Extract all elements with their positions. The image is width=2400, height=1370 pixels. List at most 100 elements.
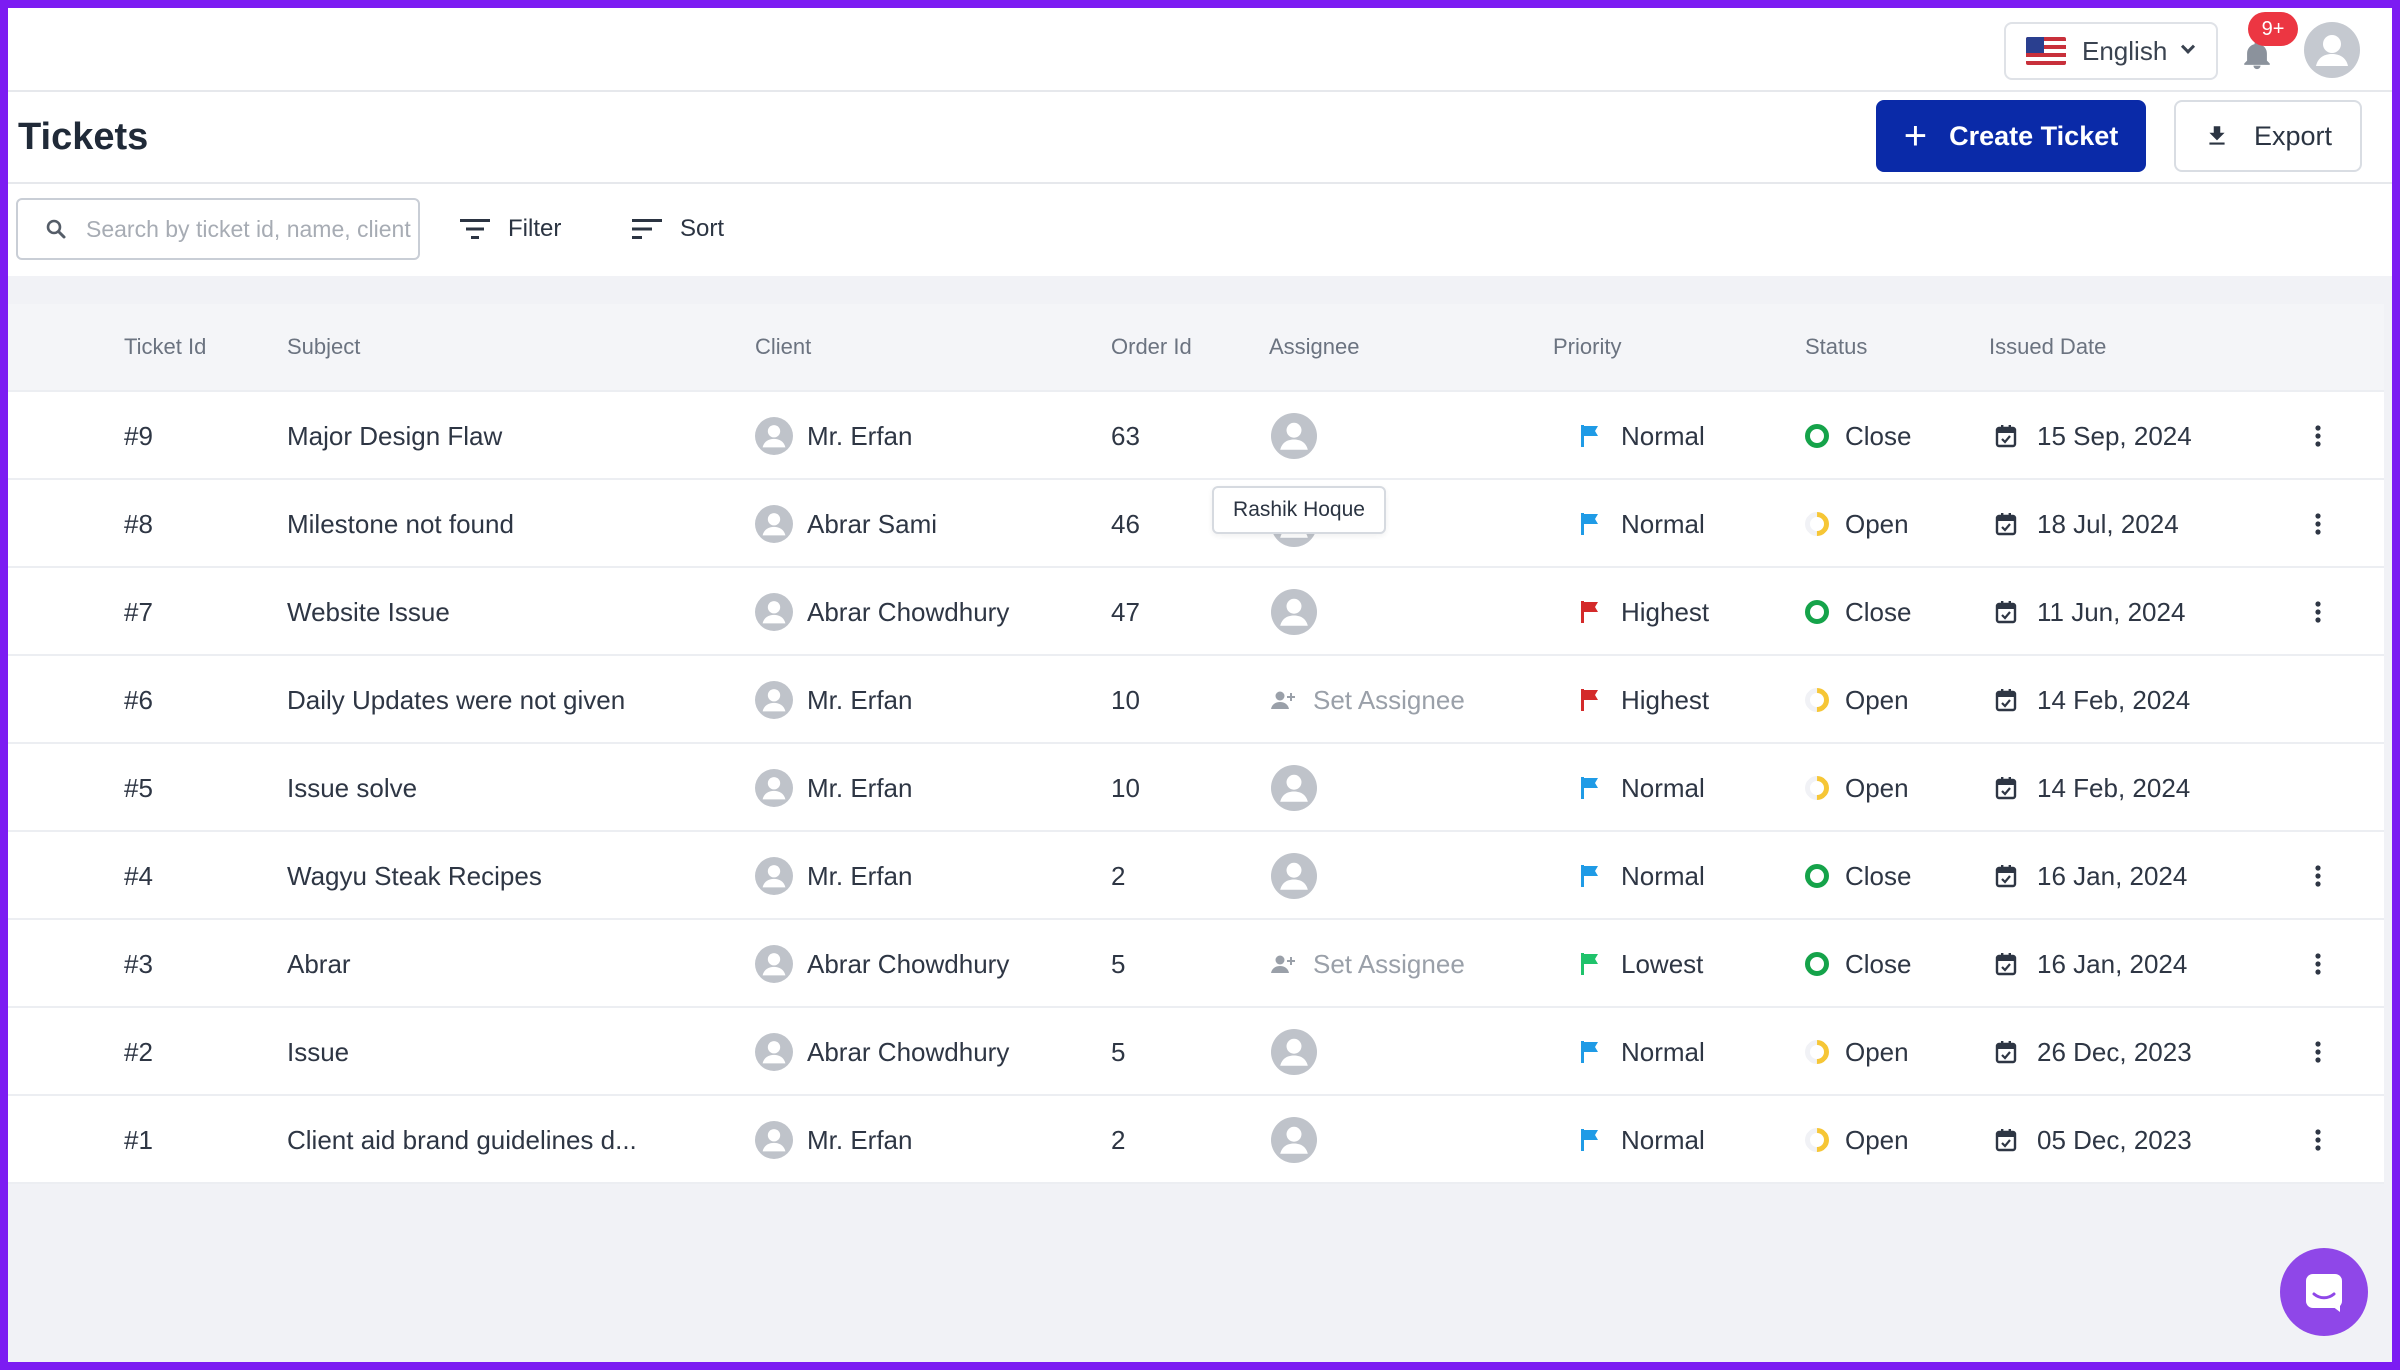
ticket-subject[interactable]: Issue solve (287, 772, 418, 803)
priority-cell[interactable]: Normal (1581, 744, 1705, 832)
table-body: #9 Major Design Flaw Mr. Erfan 63 Normal… (8, 392, 2384, 1184)
ticket-subject[interactable]: Client aid brand guidelines d... (287, 1124, 637, 1155)
create-ticket-button[interactable]: + Create Ticket (1876, 100, 2146, 172)
set-assignee-button[interactable]: Set Assignee (1271, 949, 1465, 980)
status-cell[interactable]: Close (1805, 920, 1911, 1008)
priority-cell[interactable]: Lowest (1581, 920, 1703, 1008)
row-menu-button[interactable] (2304, 480, 2332, 568)
table-row[interactable]: #3 Abrar Abrar Chowdhury 5 Set Assignee … (8, 920, 2384, 1008)
status-icon (1805, 864, 1829, 888)
row-menu-button[interactable] (2304, 568, 2332, 656)
language-select[interactable]: English (2004, 22, 2218, 80)
ticket-id: #9 (124, 420, 153, 451)
issued-date-cell: 14 Feb, 2024 (1995, 656, 2190, 744)
status-label: Open (1845, 684, 1909, 715)
calendar-icon (1995, 688, 2017, 712)
table-row[interactable]: #5 Issue solve Mr. Erfan 10 Normal Open … (8, 744, 2384, 832)
filter-button[interactable]: Filter (460, 204, 561, 254)
priority-cell[interactable]: Normal (1581, 832, 1705, 920)
issued-date-cell: 16 Jan, 2024 (1995, 832, 2187, 920)
assignee-cell (1271, 744, 1317, 832)
notification-bell[interactable] (2230, 28, 2286, 78)
column-header-order-id[interactable]: Order Id (1111, 334, 1192, 359)
toolbar: Filter Sort (8, 184, 2392, 276)
table-row[interactable]: #2 Issue Abrar Chowdhury 5 Normal Open 2… (8, 1008, 2384, 1096)
priority-cell[interactable]: Normal (1581, 392, 1705, 480)
ticket-subject[interactable]: Website Issue (287, 596, 450, 627)
table-row[interactable]: #4 Wagyu Steak Recipes Mr. Erfan 2 Norma… (8, 832, 2384, 920)
sort-button[interactable]: Sort (632, 204, 724, 254)
row-menu-button[interactable] (2304, 392, 2332, 480)
chat-launcher-button[interactable] (2280, 1248, 2368, 1336)
ticket-subject[interactable]: Major Design Flaw (287, 420, 503, 451)
status-cell[interactable]: Close (1805, 392, 1911, 480)
set-assignee-button[interactable]: Set Assignee (1271, 685, 1465, 716)
status-cell[interactable]: Open (1800, 1096, 1909, 1184)
calendar-icon (1995, 424, 2017, 448)
issued-date: 14 Feb, 2024 (2037, 684, 2191, 715)
column-header-issued-date[interactable]: Issued Date (1989, 334, 2107, 359)
row-menu-button[interactable] (2304, 1008, 2332, 1096)
priority-cell[interactable]: Normal (1581, 1008, 1705, 1096)
status-icon (1805, 952, 1829, 976)
issued-date: 18 Jul, 2024 (2037, 508, 2179, 539)
client-name: Abrar Chowdhury (807, 1036, 1010, 1067)
order-id: 2 (1111, 860, 1126, 891)
status-cell[interactable]: Open (1800, 480, 1909, 568)
chat-icon (2306, 1274, 2342, 1312)
priority-cell[interactable]: Normal (1581, 480, 1705, 568)
column-header-status[interactable]: Status (1805, 334, 1868, 359)
assignee-avatar[interactable] (1271, 853, 1317, 899)
status-cell[interactable]: Open (1800, 656, 1909, 744)
more-vertical-icon (2314, 424, 2322, 448)
priority-cell[interactable]: Highest (1581, 568, 1709, 656)
priority-cell[interactable]: Normal (1581, 1096, 1705, 1184)
status-cell[interactable]: Close (1805, 832, 1911, 920)
order-id: 10 (1111, 772, 1140, 803)
order-id: 2 (1111, 1124, 1126, 1155)
assignee-avatar[interactable] (1271, 413, 1317, 459)
set-assignee-label: Set Assignee (1313, 684, 1465, 715)
column-header-subject[interactable]: Subject (287, 334, 361, 359)
assignee-avatar[interactable] (1271, 589, 1317, 635)
status-label: Close (1845, 948, 1912, 979)
user-avatar[interactable] (2304, 22, 2360, 78)
client-cell: Abrar Sami (755, 480, 937, 568)
row-menu-button[interactable] (2304, 920, 2332, 1008)
client-avatar (755, 1121, 793, 1159)
ticket-subject[interactable]: Wagyu Steak Recipes (287, 860, 542, 891)
column-header-ticket-id[interactable]: Ticket Id (124, 334, 207, 359)
table-header: Ticket Id Subject Client Order Id Assign… (8, 304, 2384, 392)
table-row[interactable]: #1 Client aid brand guidelines d... Mr. … (8, 1096, 2384, 1184)
priority-flag-icon (1581, 1041, 1599, 1063)
order-id: 5 (1111, 1036, 1126, 1067)
bell-icon (2244, 40, 2270, 70)
status-cell[interactable]: Close (1805, 568, 1911, 656)
search-input[interactable] (86, 215, 416, 243)
table-row[interactable]: #9 Major Design Flaw Mr. Erfan 63 Normal… (8, 392, 2384, 480)
row-menu-button[interactable] (2304, 1096, 2332, 1184)
ticket-subject[interactable]: Abrar (287, 948, 351, 979)
table-row[interactable]: #7 Website Issue Abrar Chowdhury 47 High… (8, 568, 2384, 656)
client-cell: Abrar Chowdhury (755, 568, 1009, 656)
priority-flag-icon (1581, 513, 1599, 535)
status-cell[interactable]: Open (1800, 1008, 1909, 1096)
table-row[interactable]: #8 Milestone not found Abrar Sami 46 Nor… (8, 480, 2384, 568)
ticket-subject[interactable]: Issue (287, 1036, 350, 1067)
ticket-subject[interactable]: Milestone not found (287, 508, 514, 539)
status-cell[interactable]: Open (1800, 744, 1909, 832)
row-menu-button[interactable] (2304, 832, 2332, 920)
priority-cell[interactable]: Highest (1581, 656, 1709, 744)
ticket-subject[interactable]: Daily Updates were not given (287, 684, 626, 715)
client-name: Mr. Erfan (807, 684, 913, 715)
assignee-avatar[interactable] (1271, 1117, 1317, 1163)
column-header-priority[interactable]: Priority (1553, 334, 1622, 359)
assignee-avatar[interactable] (1271, 765, 1317, 811)
export-button[interactable]: Export (2174, 100, 2362, 172)
table-row[interactable]: #6 Daily Updates were not given Mr. Erfa… (8, 656, 2384, 744)
column-header-assignee[interactable]: Assignee (1269, 334, 1360, 359)
issued-date: 26 Dec, 2023 (2037, 1036, 2192, 1067)
column-header-client[interactable]: Client (755, 334, 812, 359)
priority-label: Lowest (1621, 948, 1704, 979)
assignee-avatar[interactable] (1271, 1029, 1317, 1075)
